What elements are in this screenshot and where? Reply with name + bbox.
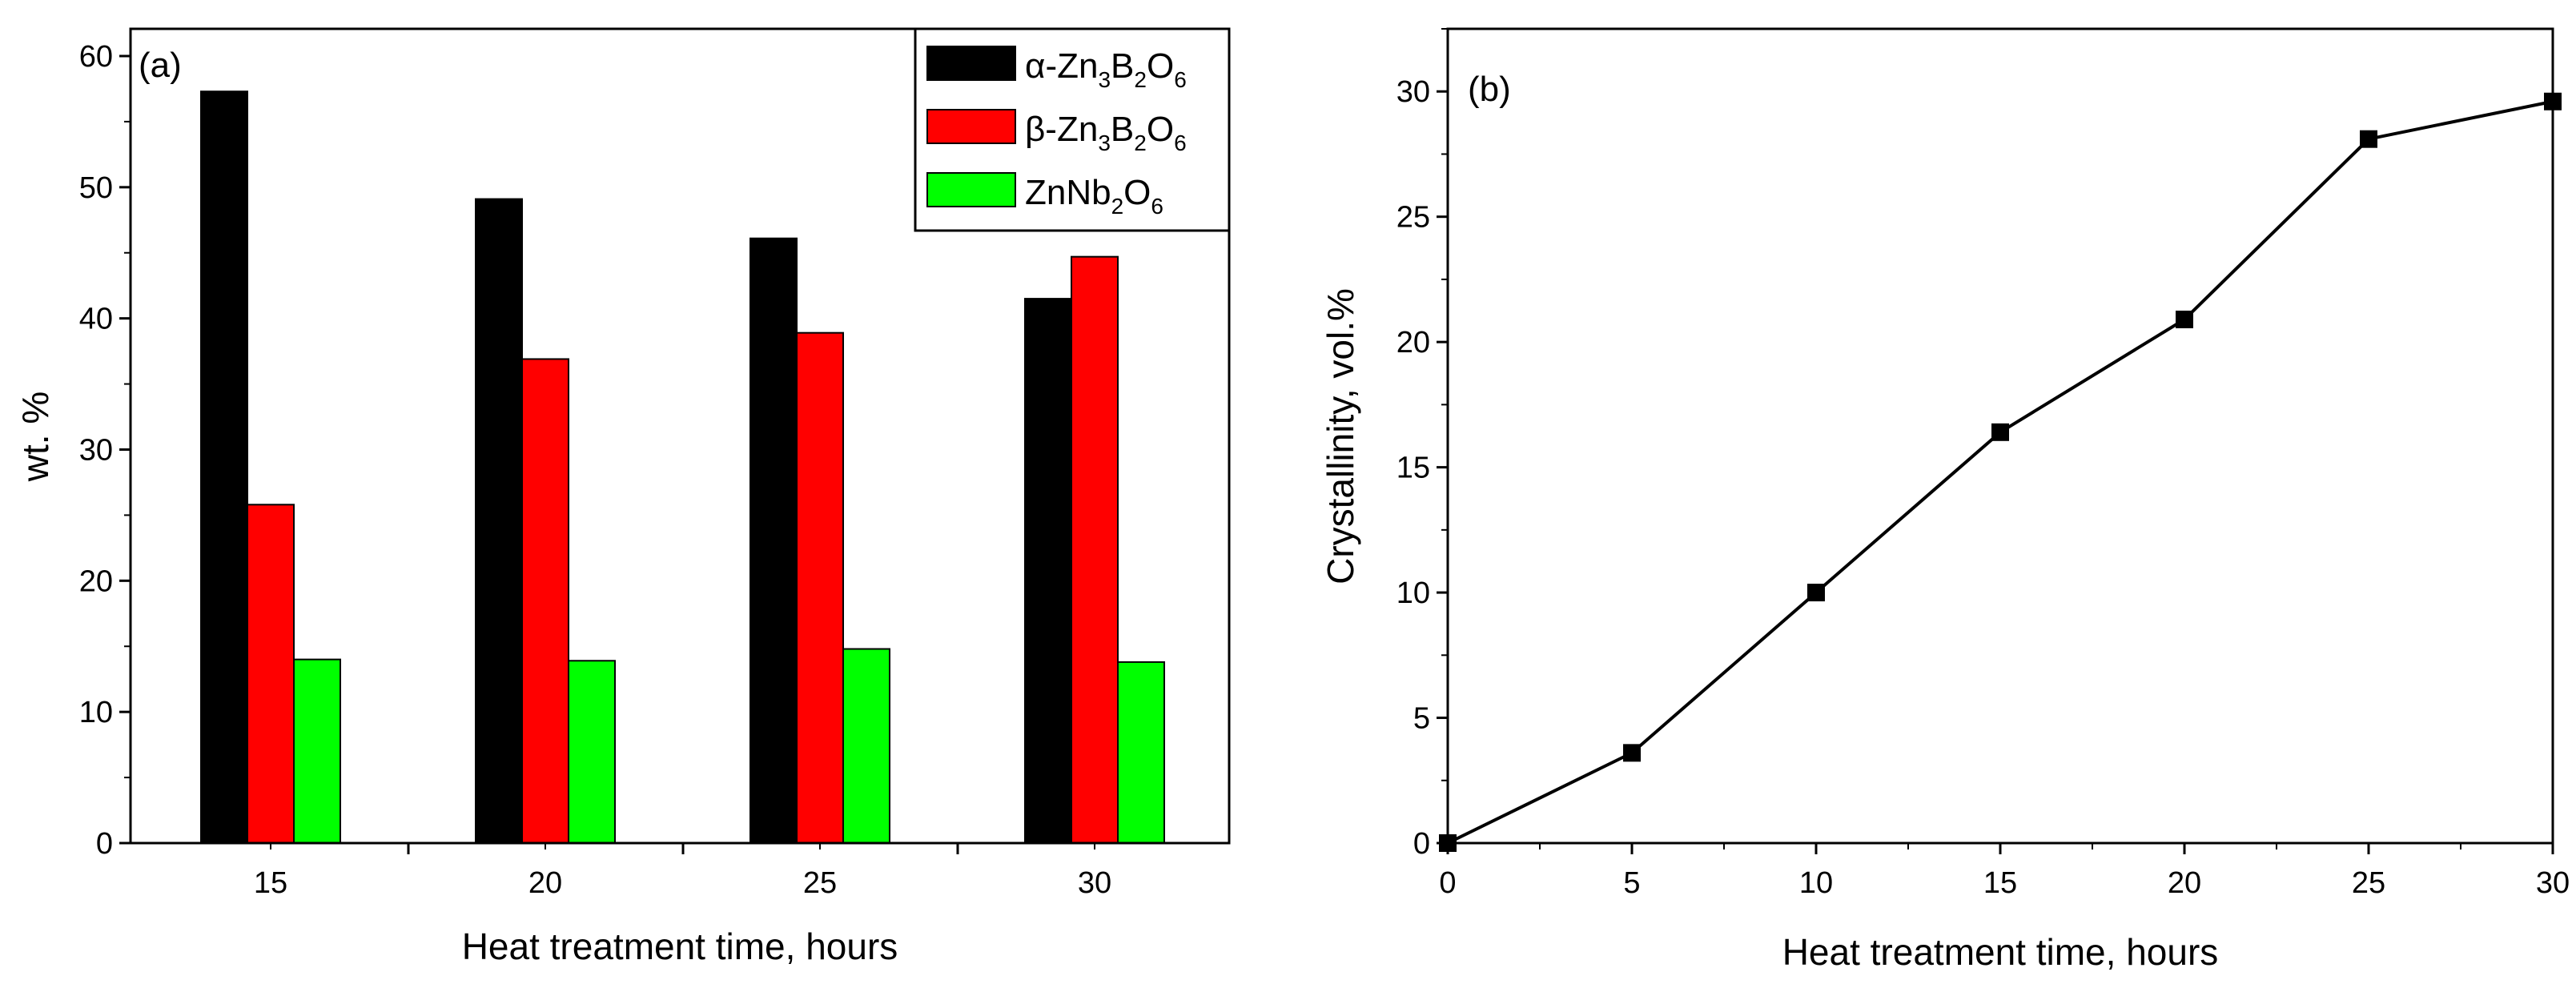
- chart-a: 0 10 20 30 40 50 60 15 20 25 30 (a) Heat treatment…: [14, 27, 1231, 967]
- ytick-label-b-6: 30: [1397, 75, 1430, 109]
- bar-0-1: [475, 198, 523, 845]
- chart-b-panel-label: (b): [1468, 70, 1511, 109]
- bar-1-3: [1071, 255, 1119, 845]
- bar-2-0: [293, 658, 341, 845]
- xtick-label-a-0: 15: [254, 866, 287, 900]
- bar-0-3: [1024, 298, 1072, 844]
- ytick-label-a-3: 30: [79, 434, 113, 468]
- point-6: [2544, 92, 2562, 110]
- series-line: [1447, 99, 2554, 845]
- ytick-label-b-5: 25: [1397, 201, 1430, 235]
- bar-2-3: [1117, 661, 1165, 844]
- xtick-label-b-4: 20: [2168, 866, 2201, 900]
- chart-b-ylabel: Crystallinity, vol.%: [1320, 288, 1361, 584]
- bar-0-2: [749, 237, 798, 844]
- xtick-label-b-2: 10: [1799, 866, 1833, 900]
- bar-1-2: [796, 331, 844, 844]
- chart-b: 0 5 10 15 20 25 30 0 5 10 15 20 25 30 (b) Heat treatm…: [1320, 27, 2570, 973]
- ytick-label-b-3: 15: [1397, 452, 1430, 485]
- xtick-label-b-1: 5: [1623, 866, 1640, 900]
- chart-a-legend: α-Zn3B2O6 β-Zn3B2O6 ZnNb2O6: [914, 27, 1231, 232]
- chart-b-series: [1439, 92, 2562, 852]
- chart-a-ylabel: wt. %: [14, 392, 56, 482]
- ytick-label-a-5: 50: [79, 171, 113, 205]
- ytick-label-a-6: 60: [79, 40, 113, 74]
- point-2: [1807, 584, 1825, 602]
- xtick-label-b-6: 30: [2536, 866, 2570, 900]
- ytick-label-a-4: 40: [79, 303, 113, 336]
- bar-2-2: [842, 648, 890, 844]
- chart-a-panel-label: (a): [139, 46, 182, 85]
- point-5: [2360, 130, 2377, 148]
- bar-1-1: [521, 358, 569, 844]
- xtick-label-a-2: 25: [803, 866, 837, 900]
- xtick-label-b-5: 25: [2352, 866, 2385, 900]
- xtick-label-b-3: 15: [1983, 866, 2017, 900]
- chart-a-bars: [200, 90, 1165, 845]
- legend-label-beta: β-Zn3B2O6: [1025, 110, 1187, 155]
- xtick-label-b-0: 0: [1439, 866, 1456, 900]
- point-4: [2176, 310, 2193, 328]
- legend-swatch-znnb: [926, 172, 1016, 207]
- point-1: [1623, 744, 1641, 762]
- ytick-label-b-2: 10: [1397, 576, 1430, 610]
- bar-1-0: [247, 504, 295, 844]
- legend-swatch-beta: [926, 109, 1016, 144]
- chart-a-xlabel: Heat treatment time, hours: [462, 926, 898, 967]
- legend-swatch-alpha: [926, 46, 1016, 81]
- point-3: [1991, 423, 2009, 441]
- ytick-label-a-0: 0: [96, 827, 113, 861]
- chart-a-frame: [129, 27, 1231, 845]
- legend-label-znnb: ZnNb2O6: [1025, 173, 1163, 219]
- bar-2-1: [568, 660, 616, 844]
- point-0: [1439, 834, 1457, 852]
- legend-label-alpha: α-Zn3B2O6: [1025, 46, 1187, 92]
- bar-0-0: [200, 90, 248, 845]
- ytick-label-b-0: 0: [1413, 827, 1430, 861]
- xtick-label-a-3: 30: [1078, 866, 1111, 900]
- xtick-label-a-1: 20: [528, 866, 562, 900]
- chart-b-xlabel: Heat treatment time, hours: [1782, 931, 2219, 973]
- chart-a-ticks: 0 10 20 30 40 50 60 15 20 25 30: [79, 40, 1111, 900]
- ytick-label-b-4: 20: [1397, 326, 1430, 359]
- ytick-label-b-1: 5: [1413, 702, 1430, 736]
- chart-b-ticks: 0 5 10 15 20 25 30 0 5 10 15 20 25 30: [1397, 28, 2570, 900]
- ytick-label-a-2: 20: [79, 564, 113, 598]
- ytick-label-a-1: 10: [79, 696, 113, 729]
